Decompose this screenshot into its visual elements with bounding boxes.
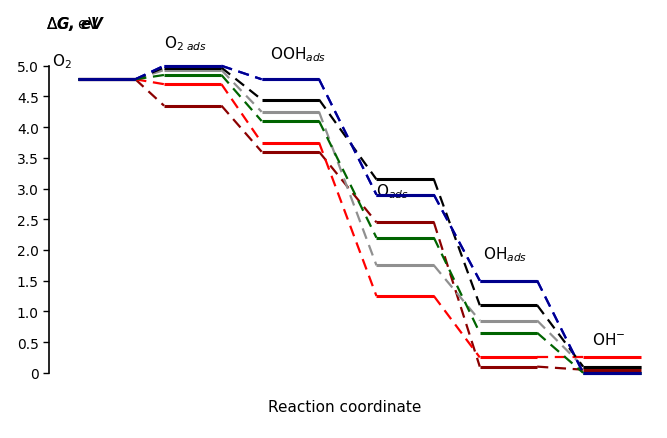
X-axis label: Reaction coordinate: Reaction coordinate: [268, 399, 422, 414]
Text: OH$^{-}$: OH$^{-}$: [592, 331, 625, 347]
Text: OOH$_{ads}$: OOH$_{ads}$: [270, 45, 327, 64]
Text: O$_{ads}$: O$_{ads}$: [376, 181, 410, 200]
Text: $\Delta\boldsymbol{G}$, eV: $\Delta\boldsymbol{G}$, eV: [47, 15, 105, 33]
Text: $\Delta \mathbf{\it{G}}$, eV: $\Delta \mathbf{\it{G}}$, eV: [47, 15, 100, 33]
Text: O$_{2\ ads}$: O$_{2\ ads}$: [164, 35, 207, 53]
Text: O$_2$: O$_2$: [52, 52, 72, 71]
Text: OH$_{ads}$: OH$_{ads}$: [483, 245, 527, 264]
